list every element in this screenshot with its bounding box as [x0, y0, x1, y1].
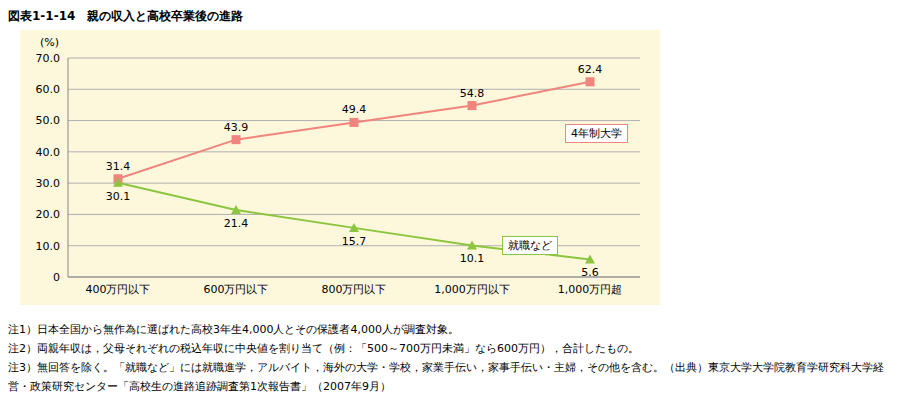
- svg-text:5.6: 5.6: [581, 266, 599, 279]
- svg-text:10.1: 10.1: [460, 252, 485, 265]
- html-text:注2）両親年収は，父母それぞれの税込年収に中央値を割り当て（: 注2）両親年収は，父母それぞれの税込年収に中央値を割り当て（例：「500～700…: [8, 342, 639, 355]
- svg-text:31.4: 31.4: [106, 160, 131, 173]
- svg-text:30.0: 30.0: [36, 177, 61, 190]
- html-text:図表1-1-14 親の収入と高校卒業後の進路: 図表1-1-14 親の収入と高校卒業後の進路: [8, 9, 244, 23]
- html-text:就職など: 就職など: [508, 239, 552, 252]
- svg-text:43.9: 43.9: [224, 121, 249, 134]
- svg-text:40.0: 40.0: [36, 146, 61, 159]
- svg-text:49.4: 49.4: [342, 103, 367, 116]
- html-text:注1）日本全国から無作為に選ばれた高校3年生4,000人とそ: 注1）日本全国から無作為に選ばれた高校3年生4,000人とその保護者4,000人…: [8, 323, 459, 336]
- html-text:注3）無回答を除く。「就職など」には就職進学，アルバイト，海: 注3）無回答を除く。「就職など」には就職進学，アルバイト，海外の大学・学校，家業…: [8, 361, 884, 393]
- svg-text:800万円以下: 800万円以下: [322, 283, 387, 296]
- svg-text:21.4: 21.4: [224, 217, 249, 230]
- svg-text:20.0: 20.0: [36, 208, 61, 221]
- svg-text:400万円以下: 400万円以下: [86, 283, 151, 296]
- svg-text:600万円以下: 600万円以下: [204, 283, 269, 296]
- svg-text:30.1: 30.1: [106, 190, 131, 203]
- svg-text:1,000万円以下: 1,000万円以下: [434, 283, 510, 296]
- svg-text:50.0: 50.0: [36, 114, 61, 127]
- svg-text:1,000万円超: 1,000万円超: [558, 283, 623, 296]
- html-text:4年制大学: 4年制大学: [571, 127, 622, 140]
- svg-text:10.0: 10.0: [36, 240, 61, 253]
- svg-text:15.7: 15.7: [342, 235, 367, 248]
- svg-text:54.8: 54.8: [460, 87, 485, 100]
- svg-text:70.0: 70.0: [36, 52, 61, 65]
- svg-text:0: 0: [53, 271, 60, 284]
- svg-text:60.0: 60.0: [36, 83, 61, 96]
- svg-text:62.4: 62.4: [578, 63, 603, 76]
